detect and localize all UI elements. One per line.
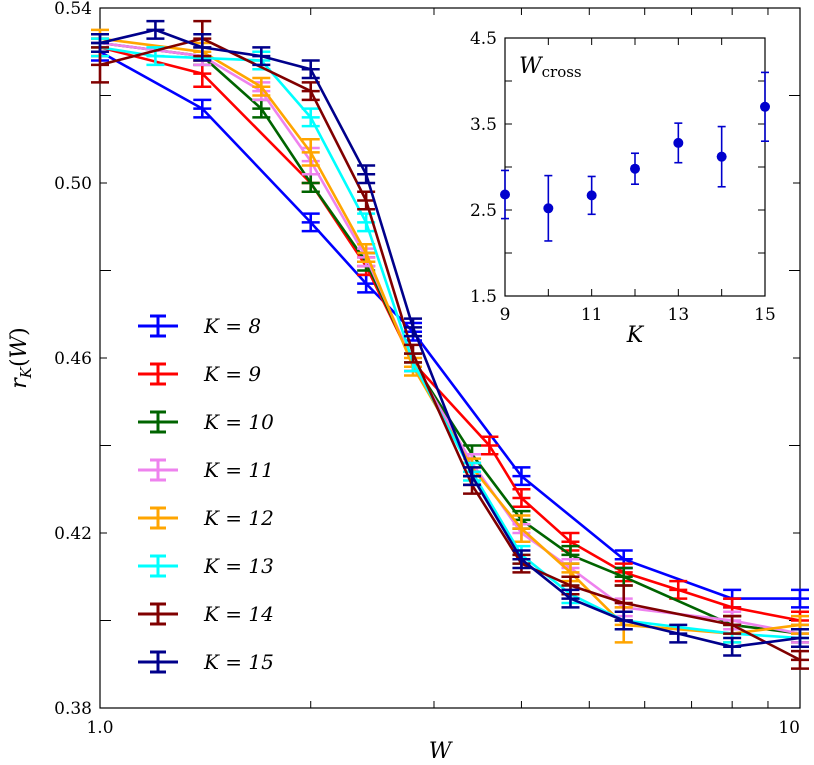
data-point <box>146 19 165 40</box>
inset-data-point <box>630 152 640 185</box>
data-point <box>512 549 531 570</box>
data-point <box>301 212 320 233</box>
data-point <box>791 588 809 609</box>
legend-entry: K = 14 <box>138 602 274 626</box>
y-axis-label: rK(W) <box>7 327 35 389</box>
data-point <box>301 137 320 167</box>
inset-annotation-main: W <box>519 54 544 79</box>
inset-marker <box>760 101 770 112</box>
series-line <box>99 46 801 622</box>
y-tick-label: 0.46 <box>54 349 92 369</box>
x-tick-label: 10 <box>778 718 800 738</box>
legend-entry: K = 9 <box>138 362 261 386</box>
inset-annotation: Wcross <box>519 54 582 81</box>
data-point <box>512 514 531 544</box>
legend-label: K = 13 <box>203 554 274 578</box>
legend: K = 8 K = 9 K = 10 K = 11 K = 12 K = 13 K = 14… <box>138 314 274 674</box>
inset-annotation-sub: cross <box>542 63 582 81</box>
data-point <box>614 566 633 587</box>
inset-data-point <box>760 71 770 142</box>
y-tick-label: 0.54 <box>54 0 92 19</box>
inset-x-tick-label: 11 <box>581 305 603 325</box>
data-point <box>301 107 320 128</box>
legend-label: K = 8 <box>203 314 261 338</box>
y-tick-label: 0.42 <box>54 524 92 544</box>
data-point <box>463 466 482 487</box>
legend-label: K = 10 <box>203 410 274 434</box>
data-point <box>252 76 271 97</box>
data-point <box>512 466 531 487</box>
legend-label: K = 14 <box>203 602 274 626</box>
inset-marker <box>586 190 597 201</box>
legend-entry: K = 12 <box>138 506 274 530</box>
y-axis-label-w: W <box>7 333 32 358</box>
data-point <box>512 487 531 509</box>
data-point <box>193 98 212 119</box>
inset-data-point <box>716 125 727 188</box>
inset-data-point <box>500 169 510 220</box>
data-point <box>193 32 212 62</box>
data-point <box>404 317 423 338</box>
data-point <box>301 81 320 102</box>
inset-y-tick-label: 4.5 <box>470 29 497 49</box>
x-axis-label: W <box>429 739 454 764</box>
inset-data-point <box>586 175 597 216</box>
inset-x-tick-label: 13 <box>668 305 690 325</box>
legend-entry: K = 13 <box>138 554 274 578</box>
legend-label: K = 11 <box>203 458 274 482</box>
y-axis-label-r: r <box>7 377 32 389</box>
data-point <box>791 627 809 649</box>
series-15 <box>91 19 809 657</box>
inset-data-point <box>543 174 554 242</box>
data-point <box>723 614 742 635</box>
inset-marker <box>673 137 684 148</box>
inset-marker <box>543 203 554 214</box>
inset-x-axis-label: K <box>626 323 645 348</box>
y-tick-label: 0.50 <box>54 174 92 194</box>
inset-marker <box>716 151 727 162</box>
legend-entry: K = 11 <box>138 458 274 482</box>
inset-data-point <box>673 122 684 164</box>
inset-marker <box>500 189 510 200</box>
inset-y-tick-label: 3.5 <box>470 115 497 135</box>
legend-label: K = 15 <box>203 650 274 674</box>
inset-y-tick-label: 1.5 <box>470 287 497 307</box>
inset-marker <box>630 163 640 174</box>
y-axis-label-sub: K <box>17 366 35 379</box>
data-point <box>723 636 742 657</box>
data-point <box>252 46 271 67</box>
data-point <box>669 579 688 600</box>
y-axis-label-arg: ( <box>7 358 32 367</box>
series-line <box>99 41 801 635</box>
data-point <box>480 435 499 456</box>
y-axis-label-close: ) <box>7 327 32 336</box>
series-line <box>99 28 801 649</box>
y-tick-label: 0.38 <box>54 699 92 719</box>
data-point <box>614 610 633 631</box>
legend-entry: K = 15 <box>138 650 274 674</box>
data-point <box>357 164 376 185</box>
legend-label: K = 9 <box>203 362 261 386</box>
data-point <box>791 614 809 635</box>
data-point <box>91 32 109 54</box>
data-point <box>561 588 580 609</box>
data-point <box>301 59 320 80</box>
series-line <box>99 41 801 635</box>
inset-plot: 1.5 2.5 3.5 4.5 9 11 13 15 K Wcross <box>470 29 776 348</box>
data-point <box>669 623 688 644</box>
legend-label: K = 12 <box>203 506 274 530</box>
inset-x-tick-label: 15 <box>754 305 776 325</box>
legend-entry: K = 10 <box>138 410 274 434</box>
inset-x-tick-label: 9 <box>500 305 511 325</box>
data-point <box>791 649 809 670</box>
x-tick-label: 1.0 <box>86 718 113 738</box>
inset-y-tick-label: 2.5 <box>470 201 497 221</box>
legend-entry: K = 8 <box>138 314 261 338</box>
